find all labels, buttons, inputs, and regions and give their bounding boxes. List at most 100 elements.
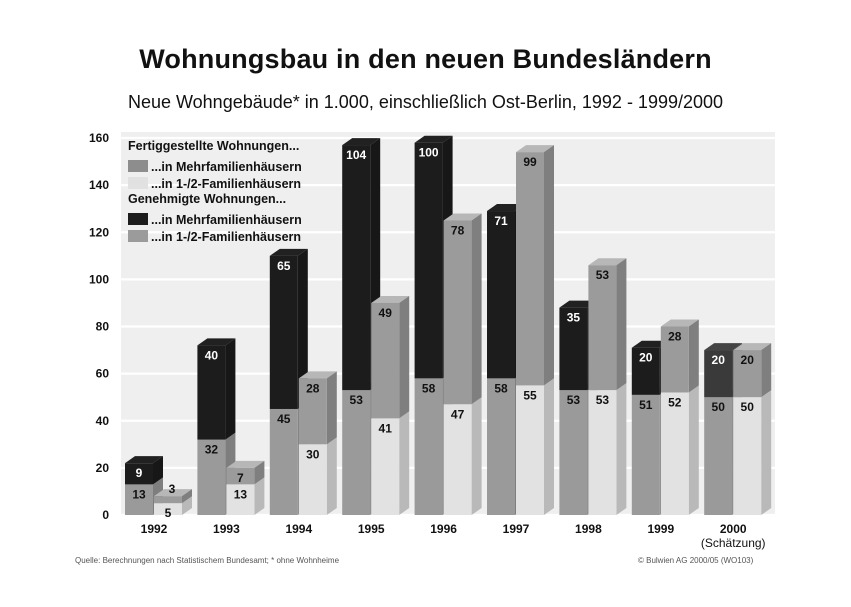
y-tick-label: 40 (96, 414, 110, 428)
bar-value-label: 41 (379, 421, 393, 435)
bar-segment-upper (443, 220, 472, 405)
bar-segment-lower-side-face (182, 496, 192, 515)
bar-segment-upper (342, 145, 371, 391)
bar-value-label: 104 (346, 148, 366, 162)
bar-segment-lower-side-face (399, 411, 410, 515)
bar-value-label: 40 (205, 348, 219, 362)
bar-segment-upper-top-face (516, 145, 554, 153)
bar-segment-lower (125, 484, 153, 515)
bar-segment-lower (516, 385, 544, 515)
y-tick-label: 60 (96, 367, 110, 381)
legend-swatch (128, 213, 148, 225)
bar-segment-upper-top-face (154, 489, 192, 497)
bar-segment-lower (269, 408, 298, 515)
bar-value-label: 35 (567, 311, 581, 325)
bar-value-label: 20 (712, 353, 726, 367)
bar-value-label: 53 (567, 393, 581, 407)
bar-segment-upper (704, 350, 733, 398)
bar-segment-lower (660, 392, 689, 515)
legend-swatch (128, 177, 148, 189)
bar-segment-lower-side-face (761, 390, 772, 515)
legend-label: ...in Mehrfamilienhäusern (151, 160, 302, 174)
bar-value-label: 53 (596, 393, 610, 407)
y-tick-label: 120 (89, 225, 109, 239)
bar-segment-upper (733, 350, 762, 398)
bar-value-label: 55 (523, 388, 537, 402)
bar-segment-upper (371, 302, 400, 419)
bar-value-label: 58 (494, 381, 508, 395)
bar-value-label: 51 (639, 398, 653, 412)
bar-value-label: 99 (523, 155, 537, 169)
bar-value-label: 45 (277, 412, 291, 426)
bar-segment-upper-top-face (443, 213, 482, 221)
x-tick-label: 1997 (503, 522, 530, 536)
legend-label: ...in 1-/2-Familienhäusern (151, 177, 301, 191)
bar-segment-lower (443, 404, 472, 515)
bar-segment-upper-top-face (559, 300, 598, 308)
bar-value-label: 78 (451, 223, 465, 237)
bar-segment-upper-side-face (471, 213, 482, 405)
bar-segment-upper (588, 265, 617, 391)
y-tick-label: 100 (89, 272, 109, 286)
bar-segment-upper-top-face (704, 343, 743, 351)
bar-segment-upper-side-face (182, 489, 192, 504)
bar-segment-upper (269, 255, 298, 409)
bar-segment-upper-top-face (588, 258, 627, 266)
bar-value-label: 7 (237, 471, 244, 485)
bar-segment-upper-side-face (688, 319, 699, 393)
bar-segment-lower (414, 378, 443, 515)
bar-segment-lower (487, 378, 515, 515)
bar-value-label: 5 (165, 506, 172, 520)
bar-segment-lower (154, 503, 182, 515)
bar-segment-upper-top-face (226, 460, 265, 468)
bar-segment-lower (197, 439, 226, 515)
bar-segment-lower (371, 418, 400, 515)
bar-segment-upper (298, 378, 327, 445)
bar-segment-upper (197, 345, 226, 440)
bar-segment-upper-top-face (733, 343, 772, 351)
bar-segment-lower-side-face (688, 385, 699, 515)
bar-value-label: 100 (419, 146, 439, 160)
bar-value-label: 20 (741, 353, 755, 367)
bar-segment-lower (298, 444, 327, 515)
bar-segment-upper (631, 347, 660, 395)
x-tick-note: (Schätzung) (701, 536, 766, 550)
bar-segment-upper-side-face (544, 145, 554, 386)
legend-group-title: Genehmigte Wohnungen... (128, 192, 286, 206)
bar-segment-upper (487, 211, 515, 379)
bar-value-label: 49 (379, 306, 393, 320)
bar-segment-upper-side-face (399, 295, 410, 419)
x-tick-label: 1995 (358, 522, 385, 536)
bar-value-label: 53 (596, 268, 610, 282)
bar-segment-lower-side-face (544, 378, 554, 515)
x-tick-label: 1999 (647, 522, 674, 536)
bar-value-label: 52 (668, 395, 682, 409)
bar-segment-lower (559, 390, 588, 515)
bar-segment-lower-side-face (326, 437, 337, 515)
copyright-note: © Bulwien AG 2000/05 (WO103) (638, 556, 754, 565)
bar-segment-lower-side-face (254, 477, 265, 515)
bar-segment-lower (342, 390, 371, 515)
bar-segment-upper (516, 152, 544, 386)
bar-value-label: 30 (306, 447, 320, 461)
bar-segment-upper (154, 496, 182, 504)
bar-segment-lower (704, 397, 733, 515)
bar-value-label: 53 (350, 393, 364, 407)
bar-segment-lower (226, 484, 255, 515)
bar-segment-upper (559, 307, 588, 391)
bar-value-label: 9 (136, 466, 143, 480)
legend-group-title: Fertiggestellte Wohnungen... (128, 139, 299, 153)
bar-value-label: 13 (132, 487, 146, 501)
legend-swatch (128, 230, 148, 242)
chart-subtitle: Neue Wohngebäude* in 1.000, einschließli… (127, 92, 724, 112)
bar-segment-upper-side-face (326, 371, 337, 445)
bar-value-label: 3 (169, 482, 176, 496)
bar-segment-upper (125, 463, 153, 485)
legend-swatch (128, 160, 148, 172)
bar-value-label: 50 (712, 400, 726, 414)
y-tick-label: 0 (102, 508, 109, 522)
x-tick-label: 1998 (575, 522, 602, 536)
bar-segment-upper (226, 467, 255, 485)
y-tick-label: 80 (96, 320, 110, 334)
bar-value-label: 13 (234, 487, 248, 501)
